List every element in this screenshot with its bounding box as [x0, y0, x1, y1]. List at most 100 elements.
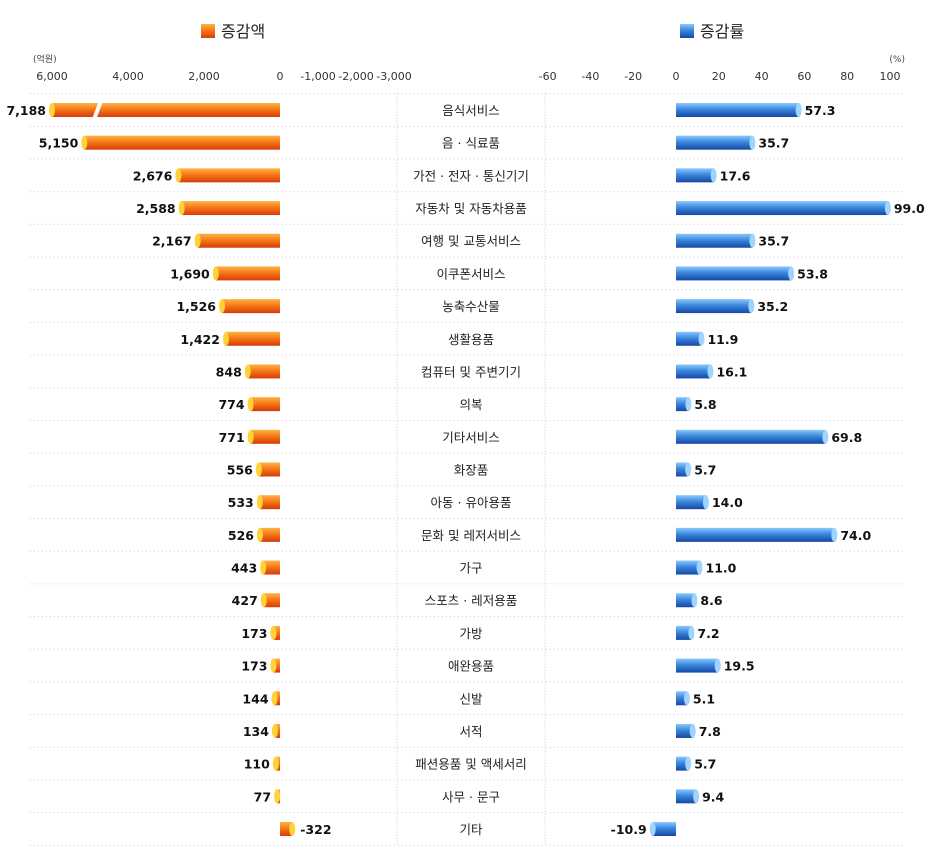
- rate-bar: [676, 299, 752, 314]
- category-label: 가방: [459, 626, 483, 641]
- category-label: 이쿠폰서비스: [436, 266, 505, 281]
- rate-bar-cap: [795, 103, 802, 117]
- amount-bar: [84, 135, 280, 150]
- rate-data-label: 17.6: [720, 168, 751, 183]
- rate-bar: [676, 233, 753, 248]
- rate-data-label: 7.2: [697, 626, 719, 641]
- rate-bar-cap: [689, 723, 696, 738]
- rate-bar-cap: [884, 201, 891, 216]
- rate-data-label: 69.8: [831, 430, 862, 445]
- amount-bar: [225, 331, 280, 346]
- amount-bar-cap: [271, 723, 278, 738]
- category-label: 패션용품 및 액세서리: [415, 757, 526, 772]
- axis-break-mark: [92, 101, 103, 119]
- rate-bar-cap: [748, 299, 755, 314]
- amount-bar-cap: [222, 331, 229, 346]
- category-label: 자동차 및 자동차용품: [415, 201, 526, 216]
- amount-data-label: 77: [254, 789, 271, 804]
- right-axis-tick: 40: [755, 70, 769, 83]
- rate-bar: [676, 789, 697, 804]
- amount-bar-cap: [244, 364, 251, 379]
- amount-bar: [263, 593, 280, 608]
- rate-bar: [676, 691, 687, 706]
- amount-bar: [215, 266, 280, 281]
- rate-bar-cap: [685, 397, 692, 412]
- rate-bar: [652, 822, 676, 836]
- rate-data-label: 74.0: [840, 528, 871, 543]
- amount-bar-cap: [260, 560, 267, 575]
- amount-bar-cap: [256, 495, 263, 510]
- amount-data-label: 526: [228, 528, 254, 543]
- amount-bar: [273, 658, 280, 673]
- legend-label-rate: 증감률: [700, 22, 744, 41]
- left-axis-tick: -2,000: [338, 70, 373, 83]
- rate-data-label: -10.9: [611, 822, 647, 837]
- amount-bar: [258, 462, 280, 477]
- category-label: 의복: [459, 397, 482, 412]
- left-axis-tick: -3,000: [376, 70, 411, 83]
- right-axis-tick: -60: [539, 70, 557, 83]
- amount-data-label: 5,150: [39, 136, 79, 151]
- rate-bar-cap: [749, 233, 756, 248]
- rate-data-label: 99.0: [894, 201, 925, 216]
- category-label: 화장품: [454, 463, 489, 478]
- rate-bar: [676, 168, 714, 183]
- amount-bar-cap: [271, 691, 278, 706]
- category-label: 스포츠 · 레저용품: [425, 593, 517, 608]
- amount-data-label: 2,588: [136, 201, 176, 216]
- amount-bar-cap: [270, 625, 277, 640]
- category-label: 음식서비스: [442, 103, 500, 118]
- amount-bar-cap: [260, 593, 267, 608]
- rate-bar-cap: [707, 364, 714, 379]
- amount-bar-cap: [175, 168, 182, 183]
- rate-bar: [676, 658, 718, 673]
- amount-bar: [247, 364, 280, 379]
- rate-bar: [676, 756, 689, 771]
- category-label: 농축수산물: [442, 299, 500, 314]
- amount-bar-cap: [270, 658, 277, 673]
- rate-bar: [676, 723, 693, 738]
- rate-data-label: 53.8: [797, 266, 828, 281]
- rate-bar-cap: [788, 266, 795, 281]
- category-label: 서적: [459, 724, 482, 739]
- left-axis-tick: 4,000: [112, 70, 144, 83]
- rate-data-label: 5.1: [693, 691, 715, 706]
- category-label: 음 · 식료품: [442, 136, 500, 151]
- amount-bar: [197, 233, 280, 248]
- amount-data-label: 144: [242, 691, 268, 706]
- amount-bar: [181, 201, 280, 216]
- amount-bar: [259, 495, 280, 510]
- legend-swatch-amount: [201, 24, 215, 38]
- rate-bar: [676, 103, 799, 117]
- rate-bar-cap: [685, 462, 692, 477]
- left-axis-tick: -1,000: [300, 70, 335, 83]
- rate-data-label: 35.2: [757, 299, 788, 314]
- rate-data-label: 11.0: [706, 561, 737, 576]
- amount-bar-cap: [247, 429, 254, 444]
- rate-data-label: 57.3: [805, 103, 836, 118]
- amount-bar: [250, 397, 280, 412]
- category-label: 신발: [459, 691, 483, 706]
- amount-bar-cap: [178, 201, 185, 216]
- amount-bar-cap: [49, 103, 55, 117]
- rate-bar: [676, 625, 692, 640]
- rate-bar-cap: [693, 789, 700, 804]
- amount-data-label: 443: [231, 561, 257, 576]
- left-unit-label: (억원): [33, 53, 57, 65]
- right-axis-tick: 20: [712, 70, 726, 83]
- rate-bar: [676, 593, 695, 608]
- rate-bar: [676, 560, 700, 575]
- amount-data-label: 2,676: [133, 168, 173, 183]
- amount-data-label: 533: [228, 495, 254, 510]
- rate-bar-cap: [696, 560, 703, 575]
- amount-data-label: 848: [216, 364, 242, 379]
- category-label: 사무 · 문구: [442, 789, 500, 804]
- rate-data-label: 16.1: [716, 364, 747, 379]
- amount-data-label: 1,526: [176, 299, 216, 314]
- category-label: 가전 · 전자 · 통신기기: [413, 168, 529, 183]
- rate-data-label: 9.4: [702, 789, 724, 804]
- amount-data-label: 556: [227, 463, 253, 478]
- rate-data-label: 5.8: [694, 397, 716, 412]
- rate-bar-cap: [714, 658, 721, 673]
